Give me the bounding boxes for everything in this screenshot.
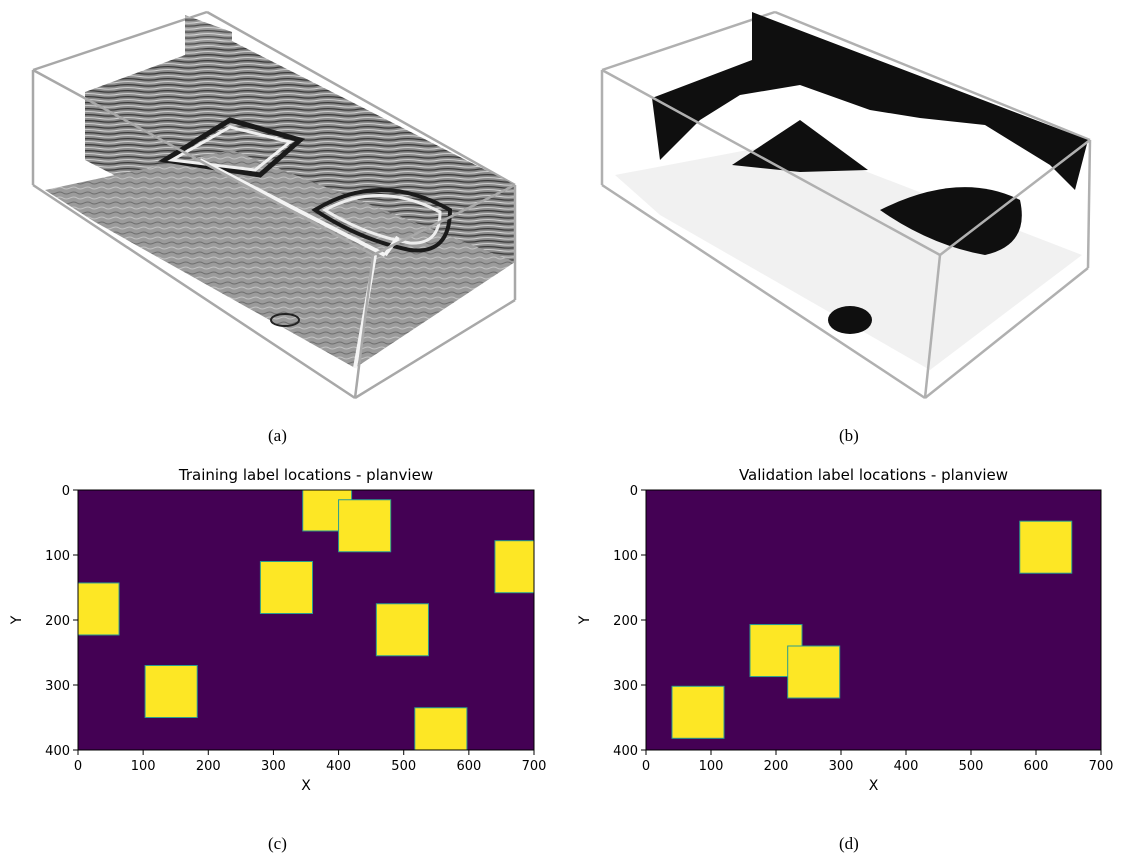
y-tick-label: 0	[62, 484, 70, 499]
label-patch	[375, 603, 429, 657]
x-tick-label: 200	[764, 759, 789, 774]
x-tick-label: 500	[391, 759, 416, 774]
label-patch	[494, 540, 535, 594]
y-axis-label: Y	[9, 615, 25, 625]
x-tick-label: 400	[326, 759, 351, 774]
chart-title: Validation label locations - planview	[739, 466, 1008, 484]
x-tick-label: 700	[522, 759, 547, 774]
y-tick-label: 200	[613, 614, 638, 629]
x-tick-label: 0	[74, 759, 82, 774]
x-tick-label: 100	[131, 759, 156, 774]
x-tick-label: 300	[829, 759, 854, 774]
label-patch	[259, 561, 314, 614]
chart-title: Training label locations - planview	[178, 466, 433, 484]
label-patch	[338, 499, 392, 553]
y-tick-label: 400	[613, 744, 638, 759]
x-tick-label: 600	[456, 759, 481, 774]
x-tick-label: 500	[959, 759, 984, 774]
caption-a: (a)	[268, 426, 287, 445]
label-patch	[77, 582, 120, 636]
caption-c: (c)	[268, 834, 287, 853]
y-axis-label: Y	[577, 615, 593, 625]
y-tick-label: 300	[45, 679, 70, 694]
x-tick-label: 300	[261, 759, 286, 774]
label-patch	[144, 665, 198, 718]
x-tick-label: 0	[642, 759, 650, 774]
y-tick-label: 300	[613, 679, 638, 694]
y-tick-label: 100	[613, 549, 638, 564]
caption-b: (b)	[839, 426, 859, 445]
label-patch	[671, 685, 725, 739]
x-tick-label: 200	[196, 759, 221, 774]
label-patch	[787, 645, 841, 699]
y-tick-label: 200	[45, 614, 70, 629]
x-axis-label: X	[301, 778, 311, 794]
y-tick-label: 100	[45, 549, 70, 564]
label-patch	[1019, 520, 1073, 574]
caption-d: (d)	[839, 834, 859, 853]
x-tick-label: 400	[894, 759, 919, 774]
x-axis-label: X	[869, 778, 879, 794]
x-tick-label: 700	[1089, 759, 1114, 774]
y-tick-label: 0	[630, 484, 638, 499]
x-tick-label: 600	[1024, 759, 1049, 774]
x-tick-label: 100	[699, 759, 724, 774]
y-tick-label: 400	[45, 744, 70, 759]
